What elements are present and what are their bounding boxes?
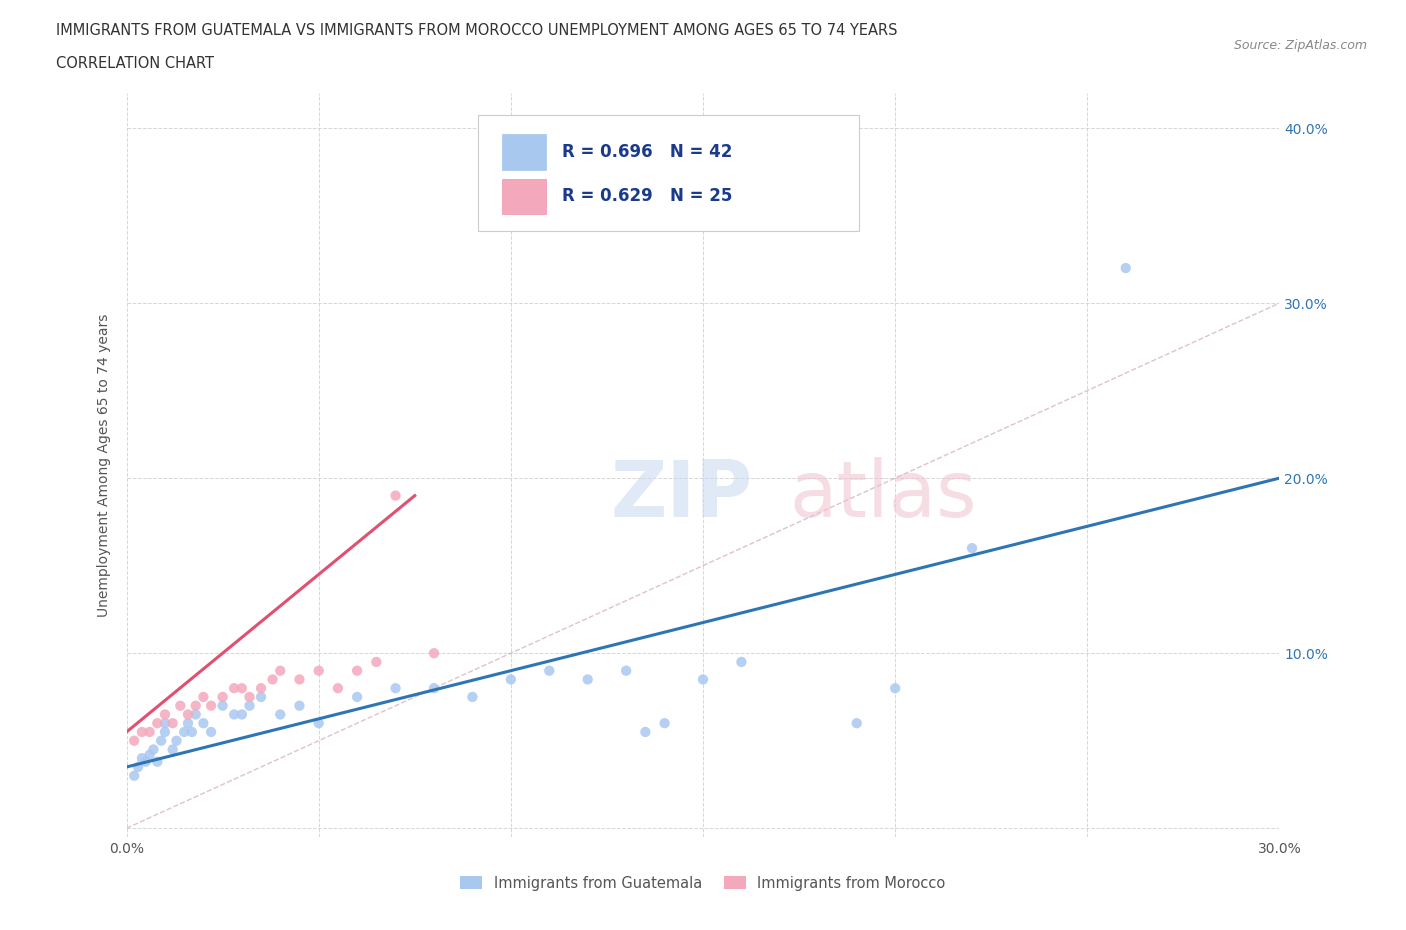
Point xyxy=(884,681,907,696)
Point xyxy=(127,760,149,775)
Y-axis label: Unemployment Among Ages 65 to 74 years: Unemployment Among Ages 65 to 74 years xyxy=(97,313,111,617)
Text: CORRELATION CHART: CORRELATION CHART xyxy=(56,56,214,71)
Point xyxy=(153,724,176,739)
Point xyxy=(211,689,233,704)
Point xyxy=(142,742,165,757)
Point xyxy=(193,716,215,731)
Point xyxy=(576,672,599,687)
Point xyxy=(346,689,368,704)
Point xyxy=(224,681,246,696)
Point xyxy=(366,655,388,670)
Point xyxy=(231,707,253,722)
Point xyxy=(423,681,446,696)
Text: IMMIGRANTS FROM GUATEMALA VS IMMIGRANTS FROM MOROCCO UNEMPLOYMENT AMONG AGES 65 : IMMIGRANTS FROM GUATEMALA VS IMMIGRANTS … xyxy=(56,23,898,38)
Point xyxy=(614,663,637,678)
Point xyxy=(308,716,330,731)
Point xyxy=(131,751,153,765)
Bar xyxy=(502,179,546,214)
Point xyxy=(153,707,176,722)
Bar xyxy=(502,134,546,169)
Point xyxy=(288,698,311,713)
Point xyxy=(384,488,406,503)
Text: R = 0.696   N = 42: R = 0.696 N = 42 xyxy=(562,143,733,161)
Point xyxy=(131,724,153,739)
FancyBboxPatch shape xyxy=(478,115,859,231)
Point xyxy=(200,724,222,739)
Point xyxy=(1115,260,1137,275)
Text: atlas: atlas xyxy=(789,457,977,533)
Point xyxy=(153,716,176,731)
Text: Source: ZipAtlas.com: Source: ZipAtlas.com xyxy=(1233,39,1367,52)
Text: ZIP: ZIP xyxy=(610,457,754,533)
Point xyxy=(122,733,145,748)
Point xyxy=(250,689,273,704)
Point xyxy=(184,707,207,722)
Point xyxy=(173,724,195,739)
Point xyxy=(499,672,522,687)
Point xyxy=(692,672,714,687)
Point xyxy=(461,689,484,704)
Point xyxy=(269,707,291,722)
Point xyxy=(288,672,311,687)
Legend: Immigrants from Guatemala, Immigrants from Morocco: Immigrants from Guatemala, Immigrants fr… xyxy=(454,870,952,897)
Point xyxy=(146,716,169,731)
Point xyxy=(730,655,752,670)
Point xyxy=(231,681,253,696)
Point xyxy=(250,681,273,696)
Point xyxy=(960,540,983,555)
Point xyxy=(384,681,406,696)
Point xyxy=(634,724,657,739)
Point xyxy=(654,716,676,731)
Point xyxy=(308,663,330,678)
Point xyxy=(269,663,291,678)
Point xyxy=(135,754,157,769)
Point xyxy=(150,733,173,748)
Point xyxy=(177,716,200,731)
Point xyxy=(122,768,145,783)
Point xyxy=(146,754,169,769)
Point xyxy=(162,742,184,757)
Point xyxy=(193,689,215,704)
Point xyxy=(166,733,188,748)
Point xyxy=(211,698,233,713)
Text: R = 0.629   N = 25: R = 0.629 N = 25 xyxy=(562,188,733,206)
Point xyxy=(538,663,561,678)
Point xyxy=(326,681,349,696)
Point xyxy=(138,748,160,763)
Point xyxy=(169,698,191,713)
Point xyxy=(845,716,868,731)
Point xyxy=(238,698,260,713)
Point xyxy=(224,707,246,722)
Point xyxy=(262,672,284,687)
Point xyxy=(138,724,160,739)
Point xyxy=(184,698,207,713)
Point xyxy=(423,645,446,660)
Point xyxy=(180,724,202,739)
Point xyxy=(238,689,260,704)
Point xyxy=(200,698,222,713)
Point xyxy=(346,663,368,678)
Point xyxy=(177,707,200,722)
Point xyxy=(162,716,184,731)
